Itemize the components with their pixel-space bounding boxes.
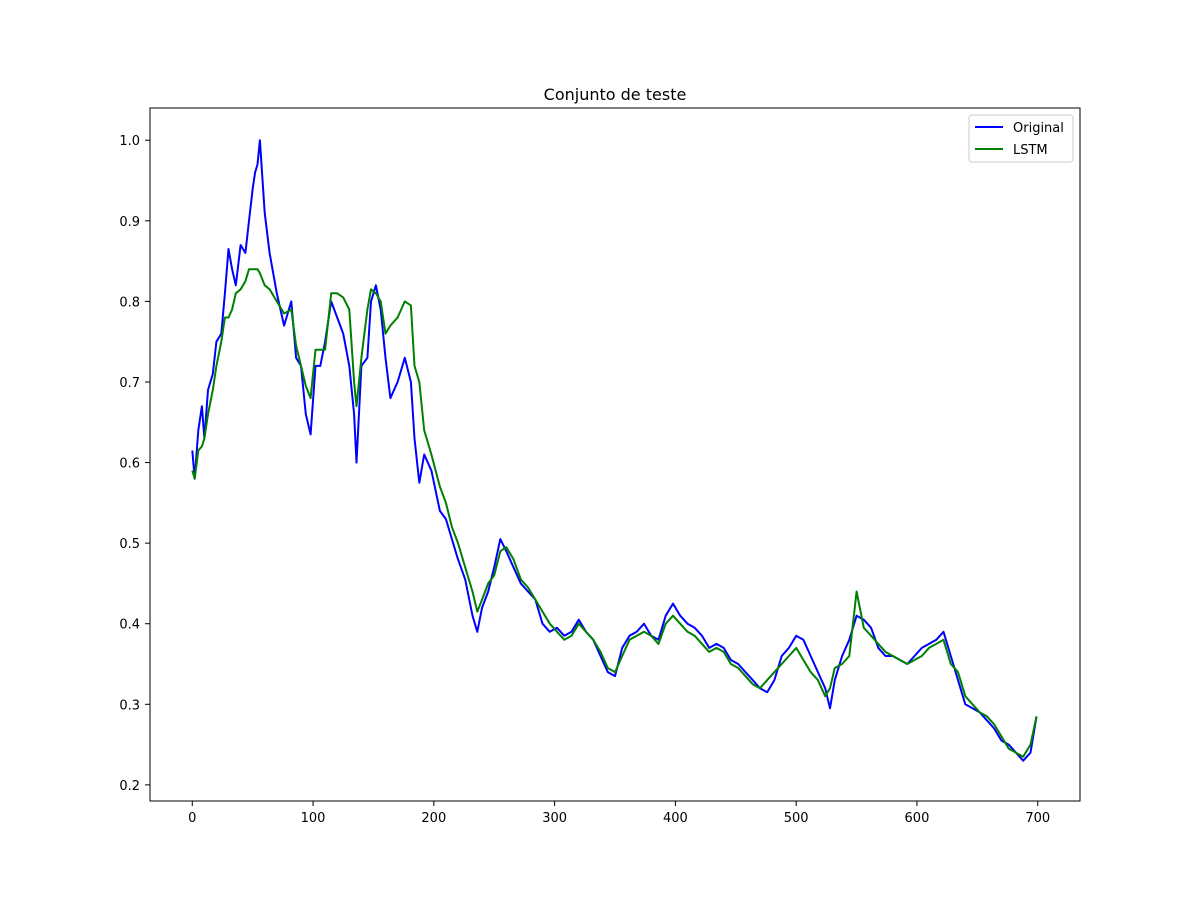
x-tick-label: 500 — [784, 811, 809, 826]
x-tick-label: 300 — [542, 811, 567, 826]
y-tick-label: 0.7 — [119, 376, 140, 391]
legend: Original LSTM — [968, 114, 1074, 163]
y-tick-label: 0.5 — [119, 537, 140, 552]
x-tick-label: 100 — [301, 811, 326, 826]
plot-frame — [149, 107, 1081, 802]
y-tick-label: 0.8 — [119, 295, 140, 310]
y-tick-label: 0.3 — [119, 698, 140, 713]
x-tick-label: 600 — [905, 811, 930, 826]
x-tick-label: 400 — [663, 811, 688, 826]
x-tick-label: 200 — [421, 811, 446, 826]
x-tick-label: 0 — [188, 811, 196, 826]
plot-layer — [191, 139, 1038, 762]
chart-title: Conjunto de teste — [544, 85, 687, 104]
legend-label-original: Original — [1013, 121, 1064, 136]
series-line-original — [191, 139, 1038, 762]
x-tick-label: 700 — [1025, 811, 1050, 826]
y-tick-label: 1.0 — [119, 134, 140, 149]
y-tick-label: 0.2 — [119, 779, 140, 794]
legend-label-lstm: LSTM — [1013, 143, 1048, 158]
y-tick-label: 0.4 — [119, 618, 140, 633]
axes-layer: 0 100 200 300 400 500 600 700 0.2 0.3 0.4 0.5 0.6 0.7… — [119, 107, 1081, 826]
series-line-lstm — [191, 268, 1038, 758]
y-tick-label: 0.9 — [119, 215, 140, 230]
y-tick-label: 0.6 — [119, 457, 140, 472]
